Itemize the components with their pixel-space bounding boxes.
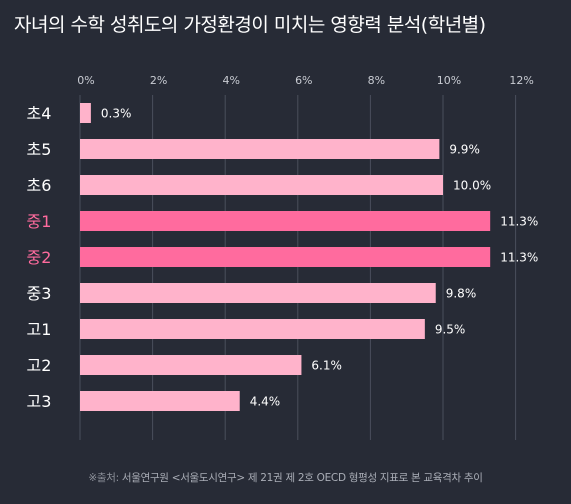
bars [80,103,491,411]
x-tick-label: 4% [222,74,239,87]
value-label: 0.3% [101,107,132,121]
bar [80,283,436,303]
category-label: 중1 [27,212,52,231]
category-label: 고3 [27,392,52,411]
source-prefix: ※출처: [88,472,119,484]
value-label: 11.3% [500,251,538,265]
category-label: 중2 [27,248,52,267]
bar [80,139,440,159]
category-label: 중3 [27,284,52,303]
x-tick-label: 6% [295,74,312,87]
bar [80,355,302,375]
bar [80,211,491,231]
x-tick-label: 12% [509,74,533,87]
category-label: 초6 [27,176,52,195]
x-tick-label: 2% [150,74,167,87]
value-label: 10.0% [453,179,491,193]
bar [80,103,91,123]
value-label: 4.4% [250,395,281,409]
bar [80,319,425,339]
grid-lines [79,95,517,440]
source-note: ※출처: 서울연구원 <서울도시연구> 제 21권 제 2호 OECD 형평성 … [0,470,571,485]
bar [80,391,240,411]
category-label: 고1 [27,320,52,339]
bar [80,247,491,267]
value-label: 9.8% [446,287,477,301]
chart-title: 자녀의 수학 성취도의 가정환경이 미치는 영향력 분석(학년별) [14,14,486,36]
category-label: 초5 [27,140,52,159]
x-tick-label: 0% [77,74,94,87]
category-label: 고2 [27,356,52,375]
x-axis-ticks: 0% 2% 4% 6% 8% 10% 12% [77,74,534,87]
value-label: 6.1% [311,359,342,373]
source-text: 서울연구원 <서울도시연구> 제 21권 제 2호 OECD 형평성 지표로 본… [118,472,483,484]
value-label: 9.5% [435,323,466,337]
category-labels: 초4 초5 초6 중1 중2 중3 고1 고2 고3 [27,104,52,411]
category-label: 초4 [27,104,52,123]
value-label: 11.3% [500,215,538,229]
value-labels: 0.3% 9.9% 10.0% 11.3% 11.3% 9.8% 9.5% 6.1% 4.4% [101,107,538,409]
x-tick-label: 10% [437,74,461,87]
x-tick-label: 8% [368,74,385,87]
value-label: 9.9% [449,143,480,157]
bar [80,175,443,195]
